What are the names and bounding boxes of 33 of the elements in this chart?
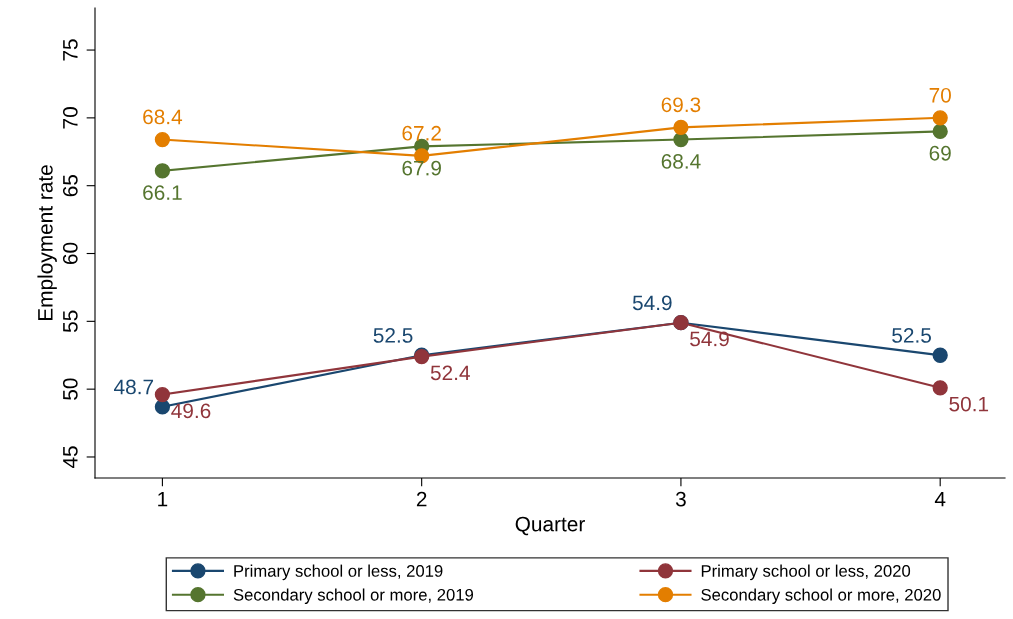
- x-tick-label: 3: [675, 491, 686, 507]
- y-tick-label: 50: [62, 378, 78, 400]
- data-label: 66.1: [143, 185, 182, 200]
- y-tick-label: 65: [62, 174, 78, 197]
- data-label: 69: [929, 145, 951, 161]
- y-tick-label: 75: [63, 39, 78, 61]
- legend-label: Primary school or less, 2020: [701, 564, 911, 581]
- data-label: 54.9: [632, 295, 672, 311]
- y-tick-label: 60: [62, 242, 78, 265]
- legend-label: Primary school or less, 2019: [234, 564, 443, 581]
- data-label: 48.7: [114, 379, 154, 395]
- data-label: 49.6: [171, 403, 211, 419]
- data-label: 68.4: [661, 154, 701, 169]
- data-label: 69.3: [661, 97, 701, 113]
- legend-label: Secondary school or more, 2019: [233, 588, 474, 604]
- data-label: 68.4: [143, 109, 183, 125]
- data-label: 52.4: [430, 365, 470, 381]
- x-axis-title: Quarter: [515, 516, 585, 536]
- data-label: 52.5: [892, 328, 931, 343]
- x-tick-label: 2: [416, 491, 427, 507]
- x-tick-label: 4: [934, 491, 946, 507]
- y-tick-label: 55: [63, 310, 78, 333]
- data-label: 50.1: [949, 396, 989, 412]
- data-label: 67.9: [402, 160, 441, 176]
- data-label: 70: [929, 87, 951, 103]
- y-tick-label: 70: [62, 107, 78, 129]
- x-tick-label: 1: [158, 491, 168, 507]
- data-label: 52.5: [373, 328, 413, 343]
- legend-label: Secondary school or more, 2020: [701, 588, 941, 604]
- y-axis-title: Employment rate: [37, 165, 57, 321]
- data-label: 67.2: [402, 125, 441, 141]
- y-tick-label: 45: [63, 446, 78, 469]
- data-label: 54.9: [690, 331, 729, 347]
